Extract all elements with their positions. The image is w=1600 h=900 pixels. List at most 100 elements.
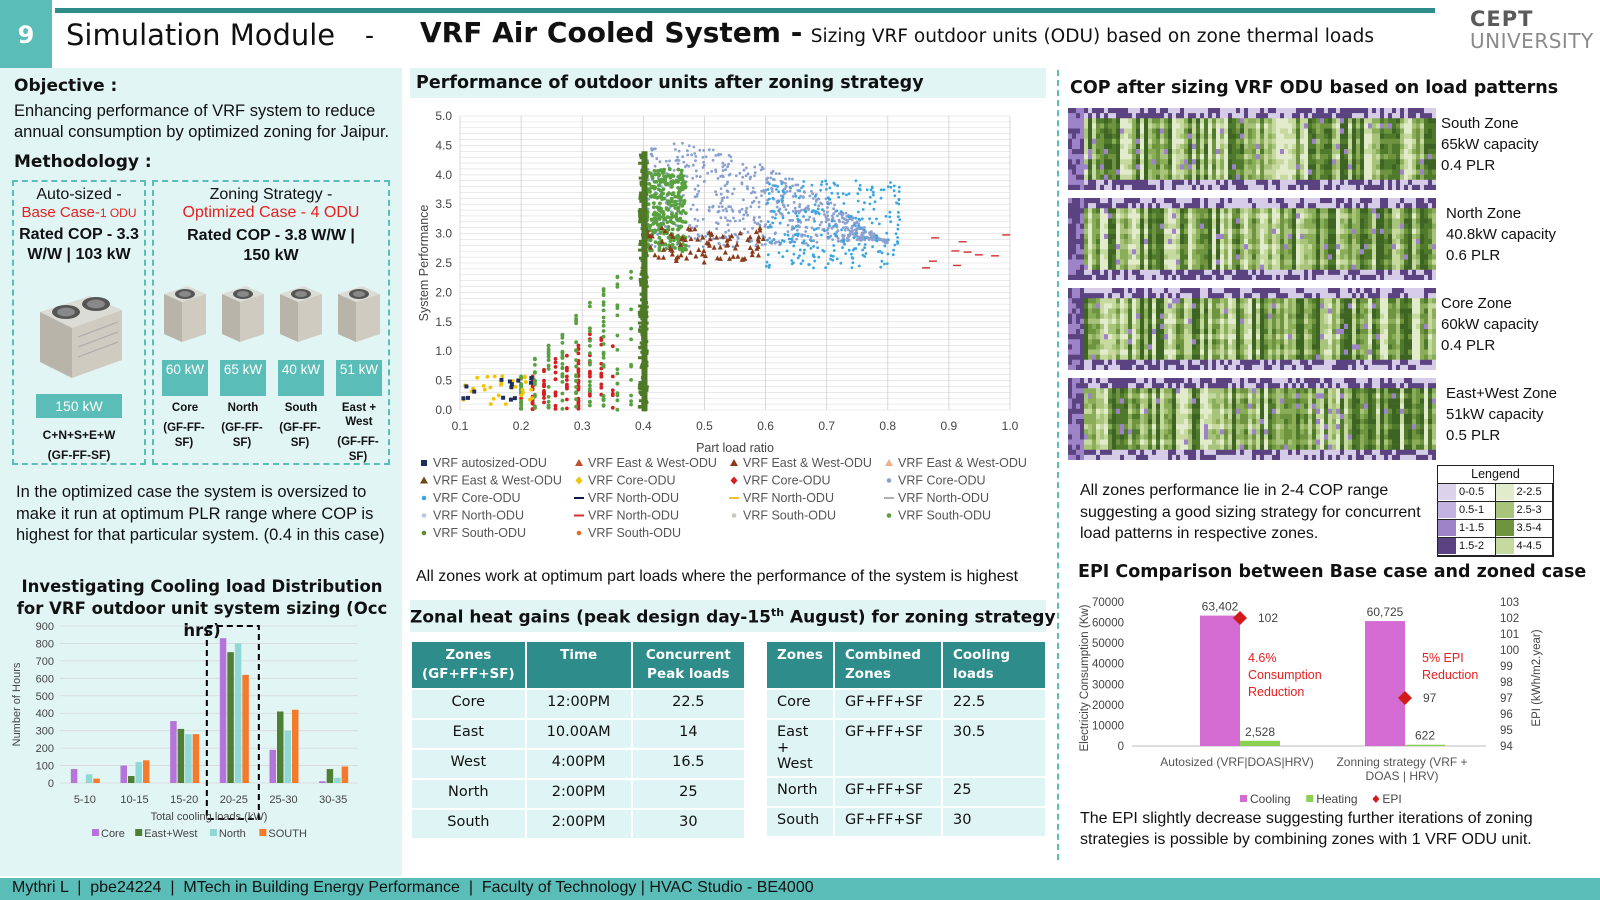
data-point xyxy=(691,163,695,167)
data-point xyxy=(601,329,606,333)
data-point xyxy=(695,208,699,212)
data-point xyxy=(699,251,705,257)
data-point xyxy=(599,374,604,379)
data-point xyxy=(692,145,696,149)
data-point xyxy=(719,201,723,205)
data-point xyxy=(560,341,565,345)
data-point xyxy=(719,175,723,178)
data-point xyxy=(601,394,606,398)
data-point xyxy=(794,194,798,198)
legend-entry: VRF Core-ODU xyxy=(886,474,986,488)
legend-label: VRF East & West-ODU xyxy=(743,456,872,470)
data-point xyxy=(888,210,892,214)
data-point xyxy=(767,266,771,269)
data-point xyxy=(807,263,811,266)
data-point xyxy=(814,194,817,198)
data-point xyxy=(872,193,875,197)
data-point xyxy=(725,196,729,199)
data-point xyxy=(871,234,875,238)
data-point xyxy=(659,177,664,182)
hist-bar xyxy=(284,730,291,783)
data-point xyxy=(519,403,523,408)
data-point xyxy=(724,168,727,172)
data-point xyxy=(738,210,742,214)
data-point xyxy=(629,393,633,398)
t1-row: West 4:00PM 16.5 xyxy=(410,748,747,780)
data-point xyxy=(475,375,480,380)
data-point xyxy=(802,195,805,199)
data-point xyxy=(897,185,901,189)
data-point xyxy=(789,237,793,241)
data-label: 60,725 xyxy=(1367,605,1404,619)
heatmap-plr: 0.6 PLR xyxy=(1446,247,1501,264)
data-point xyxy=(893,243,897,247)
data-point xyxy=(879,265,883,269)
legend-label: VRF Core-ODU xyxy=(433,491,521,505)
t2-header-zones: Zones xyxy=(765,640,835,690)
data-point xyxy=(650,152,653,156)
data-point xyxy=(652,169,657,173)
data-point xyxy=(707,236,713,242)
hist-bar xyxy=(277,711,284,783)
data-point xyxy=(770,187,773,190)
data-point xyxy=(776,185,780,188)
data-point xyxy=(546,343,551,348)
data-point xyxy=(706,240,712,246)
data-point xyxy=(694,169,698,173)
data-point xyxy=(894,232,898,236)
data-point xyxy=(661,191,665,196)
data-point xyxy=(714,154,718,157)
data-point xyxy=(601,300,606,305)
data-point xyxy=(722,243,726,247)
data-point xyxy=(653,164,657,168)
legend-label: 2-2.5 xyxy=(1516,486,1542,498)
data-point xyxy=(529,380,534,385)
data-point xyxy=(560,380,565,384)
data-point xyxy=(519,399,523,403)
data-point xyxy=(492,374,497,379)
data-point xyxy=(773,216,777,220)
data-point xyxy=(696,219,700,222)
data-point xyxy=(767,225,771,229)
data-point xyxy=(850,226,853,230)
data-point xyxy=(601,315,606,320)
data-point xyxy=(888,215,892,219)
data-point xyxy=(831,254,835,258)
data-point xyxy=(821,249,825,252)
data-point xyxy=(802,215,805,218)
zonal-heat-gain-table: Zones (GF+FF+SF) Time Concurrent Peak lo… xyxy=(410,640,747,840)
heatmap-cap: 40.8kW capacity xyxy=(1446,226,1557,243)
legend-entry: VRF South-ODU xyxy=(421,526,526,540)
data-point xyxy=(687,164,691,168)
data-point xyxy=(896,236,899,239)
data-point xyxy=(768,241,772,244)
data-point xyxy=(815,234,819,238)
data-point xyxy=(816,246,819,250)
data-point xyxy=(667,245,673,251)
data-point xyxy=(807,218,810,221)
data-point xyxy=(791,234,795,238)
data-point xyxy=(601,397,606,402)
data-point xyxy=(749,252,755,258)
y-tick-label: 40000 xyxy=(1092,659,1124,671)
data-point xyxy=(850,252,853,256)
data-point xyxy=(784,184,788,188)
data-point xyxy=(530,401,535,406)
heatmap-zone: North Zone xyxy=(1446,205,1522,222)
data-point xyxy=(696,184,700,188)
data-point xyxy=(886,185,890,189)
cop-title: COP after sizing VRF ODU based on load p… xyxy=(1070,78,1559,98)
data-point xyxy=(669,251,675,257)
odu-zone-name: South xyxy=(284,402,318,414)
data-point xyxy=(846,236,849,240)
data-point xyxy=(760,189,764,193)
data-point xyxy=(516,378,521,383)
data-point xyxy=(542,378,546,383)
data-point xyxy=(615,348,620,352)
data-point xyxy=(831,238,834,242)
data-point xyxy=(654,147,657,151)
data-point xyxy=(638,399,644,403)
data-point xyxy=(615,391,620,395)
data-point xyxy=(778,172,781,175)
data-point xyxy=(723,184,727,188)
